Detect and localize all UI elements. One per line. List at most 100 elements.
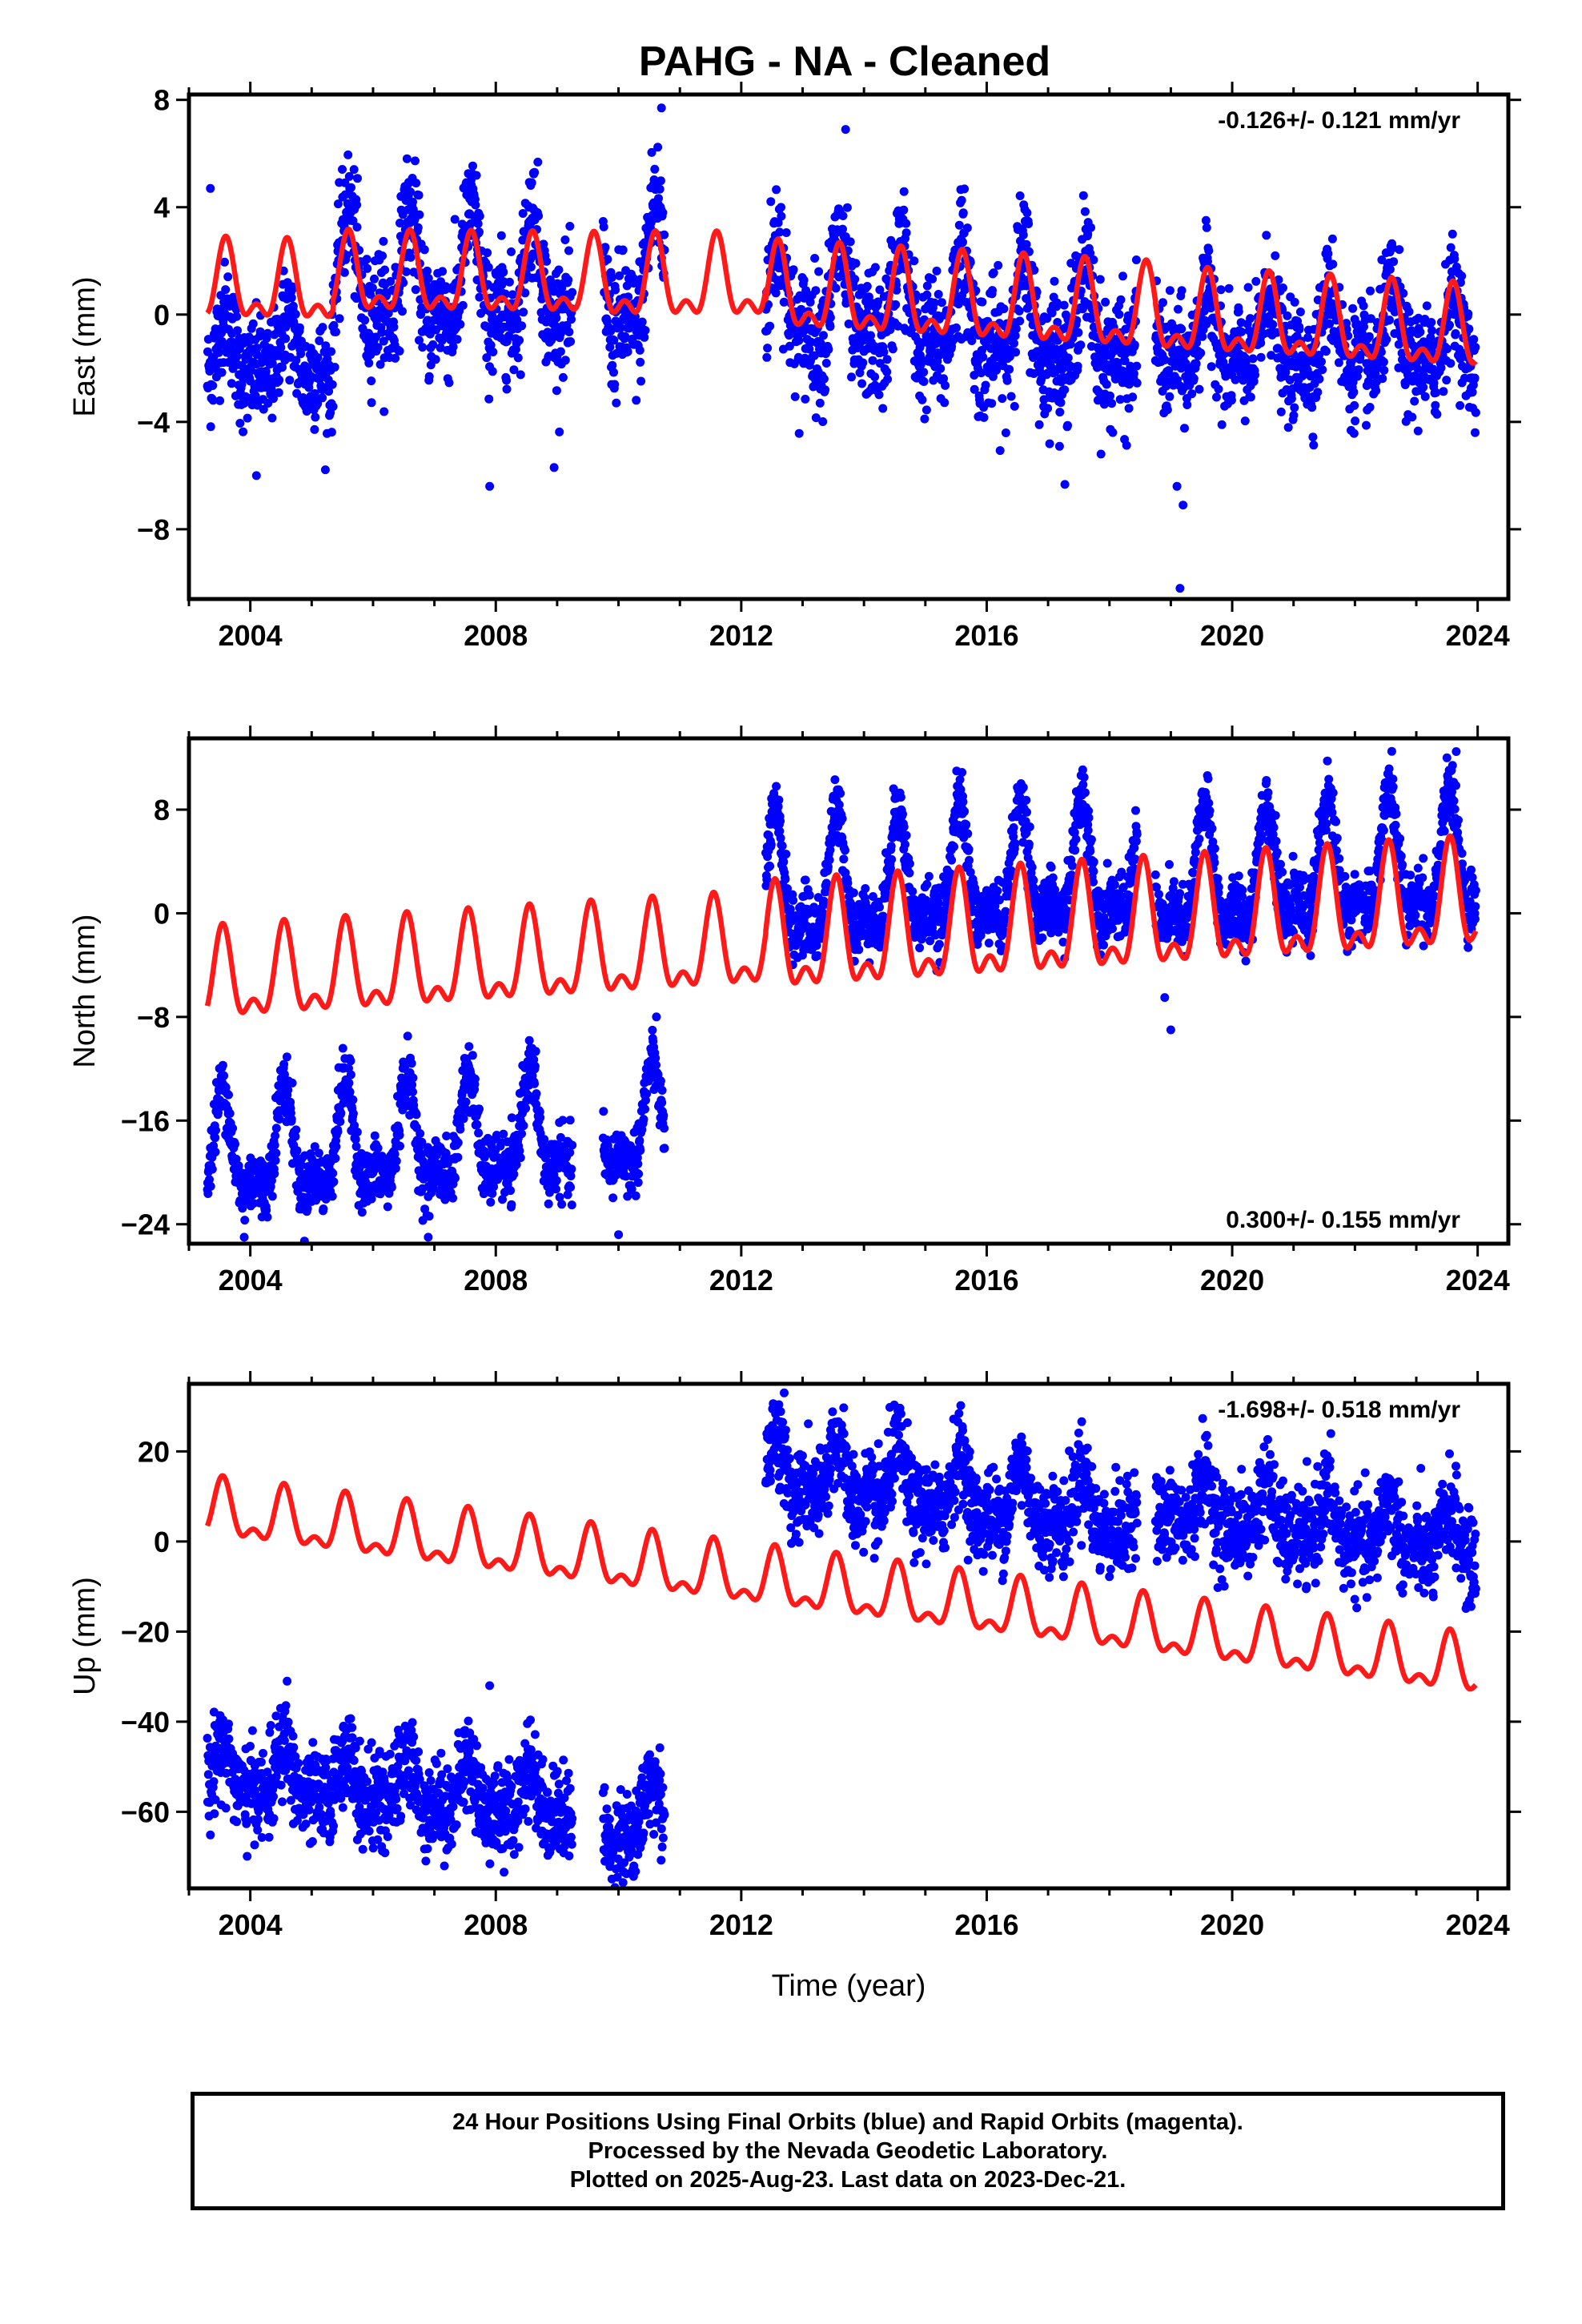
data-point	[1271, 251, 1280, 260]
data-point	[507, 247, 516, 256]
data-point	[1045, 439, 1054, 448]
data-point	[412, 1110, 421, 1120]
data-point	[875, 285, 885, 295]
data-point	[227, 379, 236, 388]
data-point	[527, 178, 536, 187]
data-point	[845, 237, 855, 247]
data-point	[1177, 286, 1186, 296]
data-point	[320, 465, 330, 475]
data-point	[436, 343, 445, 352]
data-point	[235, 419, 245, 428]
data-point	[815, 398, 825, 408]
data-point	[640, 1104, 650, 1114]
data-point	[1246, 314, 1255, 324]
panel-north: 2004 2008 2012 2016 2020 2024−24−16−808 North…	[68, 726, 1521, 1297]
data-point	[1122, 440, 1131, 450]
data-point	[1445, 320, 1454, 330]
data-point	[1203, 257, 1212, 266]
data-point	[567, 1164, 576, 1174]
data-point	[219, 1071, 229, 1080]
data-point	[448, 1193, 458, 1203]
data-point	[794, 336, 804, 345]
data-point	[642, 1089, 652, 1099]
data-point	[1471, 408, 1480, 417]
data-point	[992, 361, 1002, 371]
data-point	[789, 265, 798, 275]
data-point	[396, 1141, 404, 1151]
data-point	[1015, 191, 1025, 200]
data-point	[854, 945, 864, 955]
data-point	[762, 352, 772, 362]
data-point	[1080, 207, 1090, 216]
data-point	[499, 1129, 508, 1139]
data-point	[408, 1073, 418, 1083]
data-point	[868, 356, 877, 365]
data-point	[952, 323, 961, 332]
data-point	[1279, 283, 1287, 292]
data-point	[383, 1202, 392, 1212]
data-point	[318, 323, 327, 332]
data-point	[909, 256, 919, 266]
data-point	[313, 399, 323, 408]
data-point	[346, 1056, 355, 1066]
data-point	[656, 176, 665, 186]
data-point	[773, 218, 783, 227]
data-point	[609, 336, 619, 345]
data-point	[764, 300, 773, 309]
data-point	[1321, 347, 1331, 356]
data-point	[274, 388, 283, 397]
data-point	[1427, 326, 1437, 336]
data-point	[1116, 295, 1126, 304]
data-point	[532, 1089, 541, 1099]
data-point	[1348, 304, 1358, 313]
data-point	[560, 235, 570, 244]
data-point	[370, 1131, 379, 1140]
data-point	[296, 349, 306, 359]
data-point	[346, 1070, 355, 1080]
data-point	[810, 254, 820, 263]
data-point	[1006, 392, 1016, 401]
data-point	[857, 379, 867, 388]
data-point	[237, 380, 247, 389]
data-point	[624, 324, 634, 333]
data-point	[970, 371, 979, 380]
data-point	[275, 376, 284, 384]
data-point	[640, 332, 649, 342]
data-point	[921, 405, 931, 415]
data-point	[383, 308, 393, 318]
data-point	[555, 427, 564, 436]
data-point	[391, 1156, 401, 1166]
data-point	[414, 191, 424, 200]
data-point	[1054, 441, 1064, 451]
data-point	[1189, 374, 1199, 384]
data-point	[314, 1148, 323, 1158]
east-data-points	[203, 103, 1480, 593]
data-point	[564, 328, 574, 336]
data-point	[917, 395, 927, 404]
data-point	[899, 187, 909, 196]
data-point	[658, 208, 668, 217]
data-point	[1287, 394, 1296, 404]
data-point	[549, 463, 559, 472]
data-point	[482, 353, 492, 363]
data-point	[1246, 392, 1255, 402]
data-point	[488, 348, 498, 356]
data-point	[809, 381, 818, 391]
data-point	[600, 243, 610, 252]
data-point	[1407, 412, 1417, 422]
data-point	[509, 365, 519, 375]
data-point	[1129, 369, 1138, 379]
x-tick-label: 2004	[219, 619, 283, 652]
data-point	[1175, 584, 1185, 593]
data-point	[282, 1052, 291, 1062]
data-point	[342, 251, 351, 260]
data-point	[995, 446, 1005, 456]
data-point	[1010, 331, 1020, 340]
data-point	[1351, 416, 1360, 426]
data-point	[1086, 248, 1095, 258]
data-point	[979, 412, 989, 422]
data-point	[1187, 389, 1197, 399]
data-point	[1078, 191, 1088, 200]
data-point	[1439, 387, 1448, 396]
